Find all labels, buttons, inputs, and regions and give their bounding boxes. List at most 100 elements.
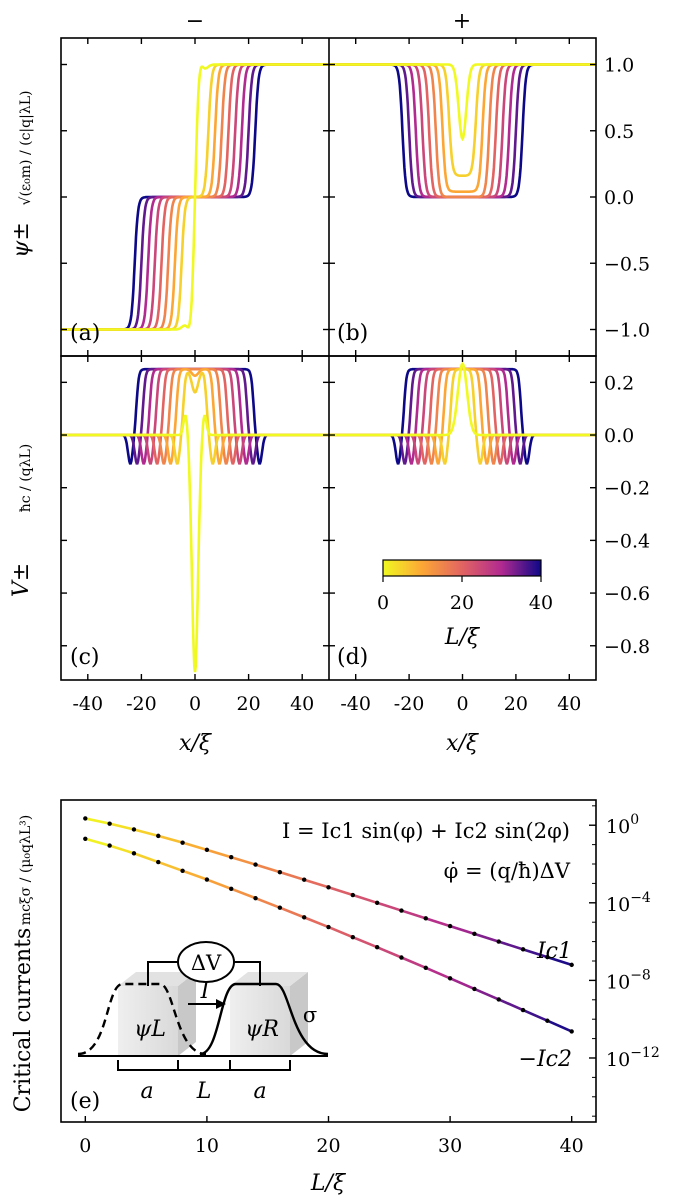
panel-b-ytick-label: 0.5 <box>604 121 634 143</box>
panel-e-frame <box>60 799 597 1123</box>
panel-c-xtick-label: 0 <box>189 693 201 715</box>
panel-b-ytick-label: −0.5 <box>604 253 650 275</box>
dim-l: L <box>196 1079 212 1104</box>
psi-l-label: ψL <box>134 1017 166 1042</box>
series-1-point <box>301 915 307 920</box>
series-1-point <box>253 895 258 901</box>
left-block-front <box>118 986 178 1056</box>
series-1-segment <box>351 935 379 949</box>
series-1-segment <box>375 945 403 959</box>
xlabel-c: x/ξ <box>179 731 213 756</box>
panel-b-curve-L35 <box>329 63 596 199</box>
panel-d-xtick-label: 40 <box>557 693 581 715</box>
right-block-side <box>290 972 308 1056</box>
series-1-point <box>229 886 234 892</box>
series-0-segment <box>327 885 355 897</box>
junction-schematic: ΔV I ψL ψR σ a L a <box>77 941 329 1104</box>
series-1-segment <box>302 916 330 929</box>
panel-a-psi-minus <box>61 38 329 356</box>
panel-d-curve-L20 <box>329 367 596 465</box>
right-block-front <box>230 986 290 1056</box>
series-0-point <box>229 855 234 860</box>
series-0-segment <box>254 863 282 874</box>
series-0-point <box>545 954 550 960</box>
equation-josephson: φ̇ = (q/ħ)ΔV <box>444 859 571 883</box>
panel-d-ytick-label: −0.4 <box>604 530 650 552</box>
series-1-point <box>204 877 210 882</box>
series-1-segment <box>254 896 282 909</box>
panel-b-curve-L15 <box>329 63 596 199</box>
panel-a-curve-L0 <box>61 63 329 331</box>
bracket-a-left <box>117 1060 179 1071</box>
series-0-point <box>131 827 137 832</box>
xlabel-d: x/ξ <box>446 731 480 756</box>
series-1-point <box>131 851 137 856</box>
panel-b-curve-L40 <box>329 63 596 199</box>
ylabel-critical-units: mcξσ / (μ₀qλL³) <box>18 815 34 925</box>
series-0-point <box>83 816 88 821</box>
bracket-a-right <box>230 1060 291 1071</box>
panel-c-curve-L20 <box>61 367 329 465</box>
series-1-segment <box>132 852 160 864</box>
series-0-point <box>277 869 283 875</box>
series-0-point <box>180 840 185 845</box>
series-0-segment <box>302 878 330 889</box>
panel-d-ytick-label: 0.0 <box>604 425 634 447</box>
ylabel-psi-units: √(ε₀m) / (c|q|λL) <box>18 91 34 206</box>
psi-r-label: ψR <box>245 1017 279 1042</box>
colorbar-gradient <box>382 559 542 577</box>
series-1-segment <box>327 925 355 939</box>
panel-b-ytick-label: 1.0 <box>604 55 634 77</box>
panel-b-curve-L30 <box>329 63 596 199</box>
panel-c-xtick-label: 40 <box>290 693 314 715</box>
panel-b-ytick-label: −1.0 <box>604 320 650 342</box>
panel-b-ytick-label: 0.0 <box>604 187 634 209</box>
series-label-ic2: −Ic2 <box>519 1047 572 1072</box>
series-1-point <box>277 905 283 910</box>
panel-c-xtick-label: 20 <box>237 693 261 715</box>
colorbar-label: L/ξ <box>444 625 481 650</box>
panel-d-ytick-label: 0.2 <box>604 372 634 394</box>
panel-c-curve-L30 <box>61 367 329 465</box>
panel-c-curve-L10 <box>61 367 329 465</box>
dim-a-right: a <box>253 1079 266 1104</box>
series-0-segment <box>546 955 573 967</box>
left-block-top <box>118 972 196 986</box>
panel-label-a: (a) <box>70 321 100 346</box>
series-0-segment <box>278 870 306 882</box>
panel-e-ytick-exponent: −4 <box>630 890 651 906</box>
series-0-segment <box>473 932 501 943</box>
lead-right <box>232 961 261 986</box>
colorbar-ticklabel-20: 20 <box>450 592 474 614</box>
series-1-point <box>496 997 501 1002</box>
current-label: I <box>200 979 211 1004</box>
panel-label-c: (c) <box>70 645 100 670</box>
series-1-segment <box>205 878 233 891</box>
ylabel-psi: ψ± <box>9 222 34 258</box>
panel-c-curve-L25 <box>61 367 329 465</box>
series-0-point <box>253 862 258 867</box>
lead-left <box>147 961 180 986</box>
series-1-segment <box>497 998 525 1012</box>
series-1-segment <box>84 837 111 847</box>
panel-label-e: (e) <box>70 1089 100 1114</box>
panel-d-xtick-label: -20 <box>394 693 425 715</box>
series-1-segment <box>448 976 476 991</box>
panel-d-xtick-label: 0 <box>456 693 468 715</box>
panel-d-xtick-label: 20 <box>504 693 528 715</box>
panel-e-xtick-label: 30 <box>438 1135 462 1157</box>
series-0-segment <box>84 817 111 825</box>
series-1-point <box>520 1007 526 1013</box>
ylabel-v-units: ħc / (qλL) <box>18 444 34 513</box>
voltmeter-label: ΔV <box>191 951 222 975</box>
dim-a-left: a <box>140 1079 153 1104</box>
series-1-point <box>447 976 453 981</box>
psi-r-profile <box>199 982 329 1056</box>
panel-d-curve-L25 <box>329 367 596 465</box>
panel-b-curve-L0 <box>329 63 596 142</box>
series-1-segment <box>424 966 452 980</box>
series-0-point <box>301 877 307 882</box>
series-0-point <box>374 900 380 906</box>
series-1-segment <box>278 906 306 919</box>
